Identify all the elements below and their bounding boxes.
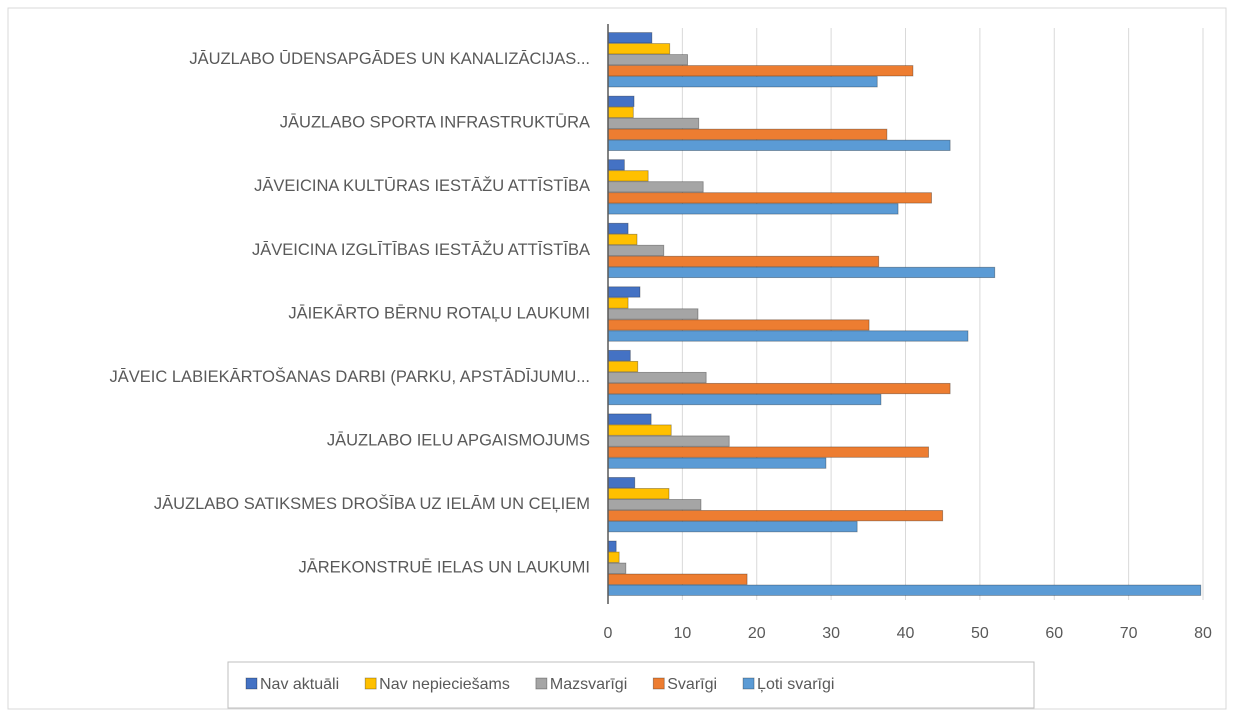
bar [607, 584, 1202, 596]
x-tick-label: 50 [971, 625, 989, 642]
y-tick-label: JĀUZLABO SATIKSMES DROŠĪBA UZ IELĀM UN C… [154, 494, 590, 513]
bar [607, 159, 625, 171]
legend-label: Ļoti svarīgi [757, 676, 834, 693]
x-tick-label: 0 [604, 625, 613, 642]
x-tick-label: 60 [1045, 625, 1063, 642]
bar [607, 360, 639, 373]
x-tick-label: 20 [748, 625, 766, 642]
x-tick-label: 80 [1194, 625, 1212, 642]
bar [607, 117, 700, 129]
y-tick-label: JĀVEICINA IZGLĪTĪBAS IESTĀŽU ATTĪSTĪBA [252, 240, 590, 259]
bar [607, 562, 627, 574]
bar [607, 330, 969, 342]
legend-swatch [245, 677, 258, 690]
bar [607, 255, 880, 268]
bar [607, 139, 951, 151]
bar [607, 76, 878, 88]
bar [607, 382, 951, 395]
bar [607, 573, 748, 585]
bar [607, 499, 702, 511]
bar [607, 181, 704, 193]
y-tick-label: JĀVEICINA KULTŪRAS IESTĀŽU ATTĪSTĪBA [254, 176, 590, 195]
bar [607, 286, 641, 298]
x-tick-label: 30 [822, 625, 840, 642]
bar [607, 95, 635, 107]
y-tick-label: JĀVEIC LABIEKĀRTOŠANAS DARBI (PARKU, APS… [110, 367, 590, 386]
bar [607, 308, 699, 320]
bar [607, 446, 929, 458]
bar [607, 540, 617, 552]
bar [607, 551, 620, 563]
bar [607, 413, 652, 425]
y-tick-label: JĀUZLABO SPORTA INFRASTRUKTŪRA [280, 114, 590, 132]
bar [607, 43, 671, 55]
legend-label: Nav nepieciešams [379, 676, 510, 693]
bar [607, 349, 631, 362]
bar [607, 457, 827, 469]
x-tick-label: 40 [897, 625, 915, 642]
legend-swatch [652, 677, 665, 690]
bar [607, 521, 858, 533]
bar [607, 393, 882, 406]
legend-swatch [364, 677, 377, 690]
bar [607, 435, 730, 447]
x-tick-label: 10 [673, 625, 691, 642]
legend-swatch [535, 677, 548, 690]
bar [607, 233, 638, 246]
y-tick-label: JĀUZLABO ŪDENSAPGĀDES UN KANALIZĀCIJAS..… [189, 50, 590, 68]
bar [607, 424, 672, 436]
legend-label: Nav aktuāli [260, 676, 339, 693]
bar [607, 477, 636, 489]
bar [607, 32, 653, 44]
y-tick-label: JĀREKONSTRUĒ IELAS UN LAUKUMI [298, 559, 590, 577]
bar [607, 266, 996, 279]
bar [607, 244, 665, 257]
y-tick-label: JĀUZLABO IELU APGAISMOJUMS [327, 431, 590, 449]
bar [607, 319, 870, 331]
legend-label: Svarīgi [667, 676, 717, 693]
bar [607, 65, 914, 77]
bar [607, 203, 899, 215]
bar [607, 488, 670, 500]
legend-label: Mazsvarīgi [550, 676, 627, 693]
legend-swatch [742, 677, 755, 690]
bar [607, 106, 634, 118]
bar [607, 54, 688, 66]
bar [607, 192, 932, 204]
bar [607, 128, 888, 140]
bar [607, 170, 649, 182]
bar [607, 222, 629, 235]
legend-frame [227, 661, 1035, 709]
bar [607, 371, 707, 384]
bar [607, 297, 629, 309]
x-tick-label: 70 [1120, 625, 1138, 642]
bar [607, 510, 944, 522]
y-tick-label: JĀIEKĀRTO BĒRNU ROTAĻU LAUKUMI [288, 304, 590, 322]
